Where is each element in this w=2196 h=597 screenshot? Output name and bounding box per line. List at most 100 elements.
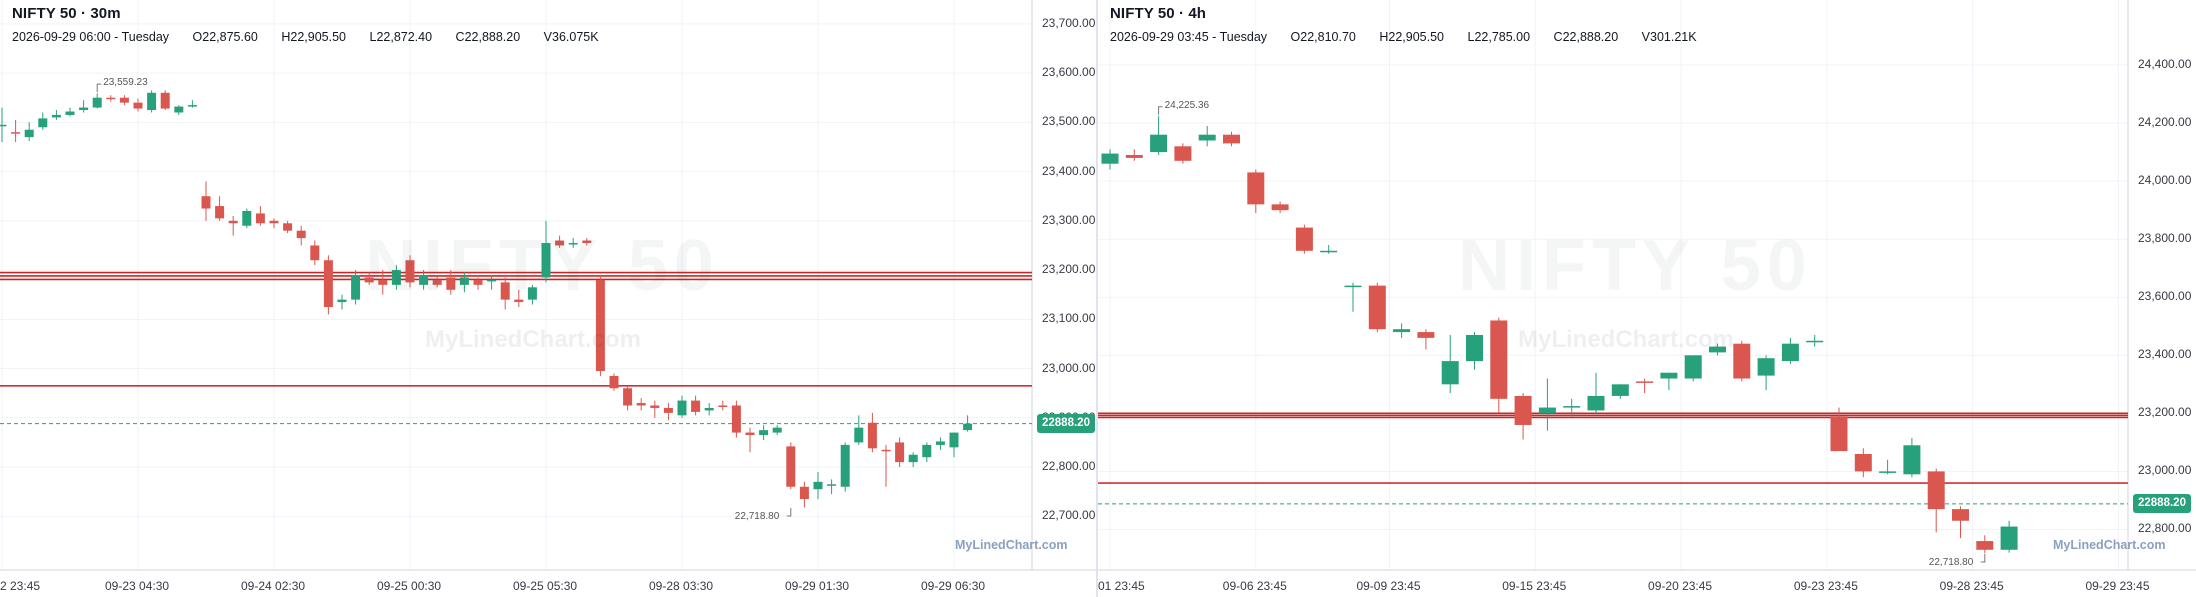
candle-up: [0, 124, 7, 127]
candle-down: [310, 245, 320, 261]
candle-down: [106, 97, 116, 100]
candle-down: [881, 449, 891, 452]
y-tick-label: 23,300.00: [1042, 212, 1096, 227]
watermark-site: MyLinedChart.com: [425, 326, 642, 353]
candle-down: [745, 432, 755, 436]
candle-down: [1490, 320, 1508, 399]
info-low: L22,872.40: [369, 30, 433, 44]
annotation-pointer: [1980, 554, 1986, 563]
candle-down: [1927, 471, 1945, 510]
candle-up: [1757, 358, 1775, 376]
x-tick-label: 01 23:45: [1098, 579, 1145, 593]
candle-up: [1611, 384, 1629, 396]
x-tick-label: 09-06 23:45: [1222, 579, 1287, 593]
candle-up: [459, 277, 469, 285]
candle-down: [895, 442, 905, 463]
x-tick-label: 09-15 23:45: [1502, 579, 1567, 593]
watermark-site: MyLinedChart.com: [1518, 326, 1735, 353]
candle-down: [1514, 395, 1532, 425]
candlestick-chart-4h[interactable]: [1098, 0, 2196, 597]
x-tick-label: 09-29 23:45: [2085, 579, 2150, 593]
annotation-pointer: [786, 508, 792, 517]
candle-up: [568, 242, 578, 245]
candle-up: [351, 275, 361, 300]
low-annotation: 22,718.80: [734, 511, 780, 523]
candle-up: [419, 275, 429, 285]
candle-up: [1344, 285, 1362, 288]
y-tick-label: 22,800.00: [1042, 459, 1096, 474]
candle-up: [1441, 361, 1459, 385]
candle-up: [1587, 395, 1605, 411]
candle-down: [1830, 416, 1848, 452]
candle-down: [731, 405, 741, 433]
x-tick-label: 09-28 23:45: [1939, 579, 2004, 593]
info-datetime: 2026-09-29 03:45 - Tuesday: [1110, 30, 1268, 44]
y-tick-label: 23,700.00: [1042, 15, 1096, 30]
candle-up: [187, 105, 197, 107]
candle-up: [1150, 134, 1168, 153]
candle-down: [636, 403, 646, 406]
candle-up: [2000, 526, 2018, 550]
x-tick-label: 09-29 01:30: [785, 579, 850, 593]
candle-down: [1952, 509, 1969, 521]
y-tick-label: 23,500.00: [1042, 114, 1096, 129]
y-tick-label: 23,000.00: [2138, 463, 2192, 478]
candle-up: [1320, 250, 1338, 253]
candle-down: [1417, 332, 1435, 338]
candle-down: [663, 407, 673, 413]
annotation-pointer: [1158, 106, 1163, 115]
y-tick-label: 23,400.00: [2138, 347, 2192, 362]
candle-down: [1854, 453, 1872, 472]
candle-up: [1806, 340, 1824, 343]
y-tick-label: 23,100.00: [1042, 311, 1096, 326]
x-tick-label: 09-23 04:30: [105, 579, 170, 593]
panel-divider[interactable]: [1096, 0, 1098, 597]
brand-label: MyLinedChart.com: [2053, 538, 2166, 552]
candle-down: [500, 282, 510, 300]
annotation-pointer: [96, 83, 102, 93]
candle-down: [1247, 172, 1265, 205]
chart-panel-4h[interactable]: NIFTY 50 · 4h 2026-09-29 03:45 - Tuesday…: [1098, 0, 2196, 597]
x-tick-label: 09-25 05:30: [513, 579, 578, 593]
candle-down: [255, 213, 265, 224]
candle-up: [242, 210, 252, 226]
candle-down: [215, 206, 225, 219]
candle-down: [650, 405, 660, 408]
y-tick-label: 24,000.00: [2138, 173, 2192, 188]
candle-up: [813, 481, 823, 490]
candle-up: [24, 129, 34, 138]
y-tick-label: 22,800.00: [2138, 521, 2192, 536]
candlestick-chart-30m[interactable]: [0, 0, 1096, 597]
y-tick-label: 23,600.00: [2138, 289, 2192, 304]
info-volume: V301.21K: [1641, 30, 1697, 44]
candle-up: [1903, 445, 1921, 475]
high-annotation: 24,225.36: [1164, 99, 1210, 111]
candle-down: [201, 196, 211, 209]
chart-panel-30m[interactable]: NIFTY 50 · 30m 2026-09-29 06:00 - Tuesda…: [0, 0, 1096, 597]
candle-down: [1295, 227, 1313, 251]
x-tick-label: 09-23 23:45: [1793, 579, 1858, 593]
candle-up: [935, 441, 945, 445]
candle-down: [867, 422, 877, 449]
x-tick-label: 09-09 23:45: [1356, 579, 1421, 593]
candle-down: [405, 260, 415, 283]
candle-up: [79, 107, 89, 111]
candle-up: [677, 400, 687, 416]
candle-down: [133, 102, 143, 109]
low-annotation: 22,718.80: [1928, 557, 1974, 569]
y-tick-label: 23,800.00: [2138, 231, 2192, 246]
watermark-symbol: NIFTY 50: [365, 225, 720, 307]
candle-up: [1101, 153, 1119, 164]
candle-down: [1976, 541, 1994, 550]
candle-down: [514, 299, 524, 303]
ohlc-info: 2026-09-29 03:45 - Tuesday O22,810.70 H2…: [1110, 30, 1717, 44]
candle-up: [827, 484, 837, 486]
chart-title: NIFTY 50 · 30m: [12, 5, 121, 22]
candle-down: [555, 240, 565, 246]
x-tick-label: 09-20 23:45: [1648, 579, 1713, 593]
candle-down: [283, 223, 293, 231]
candle-up: [908, 454, 918, 463]
watermark-symbol: NIFTY 50: [1458, 225, 1813, 307]
candle-down: [1174, 146, 1192, 161]
y-tick-label: 23,200.00: [1042, 262, 1096, 277]
